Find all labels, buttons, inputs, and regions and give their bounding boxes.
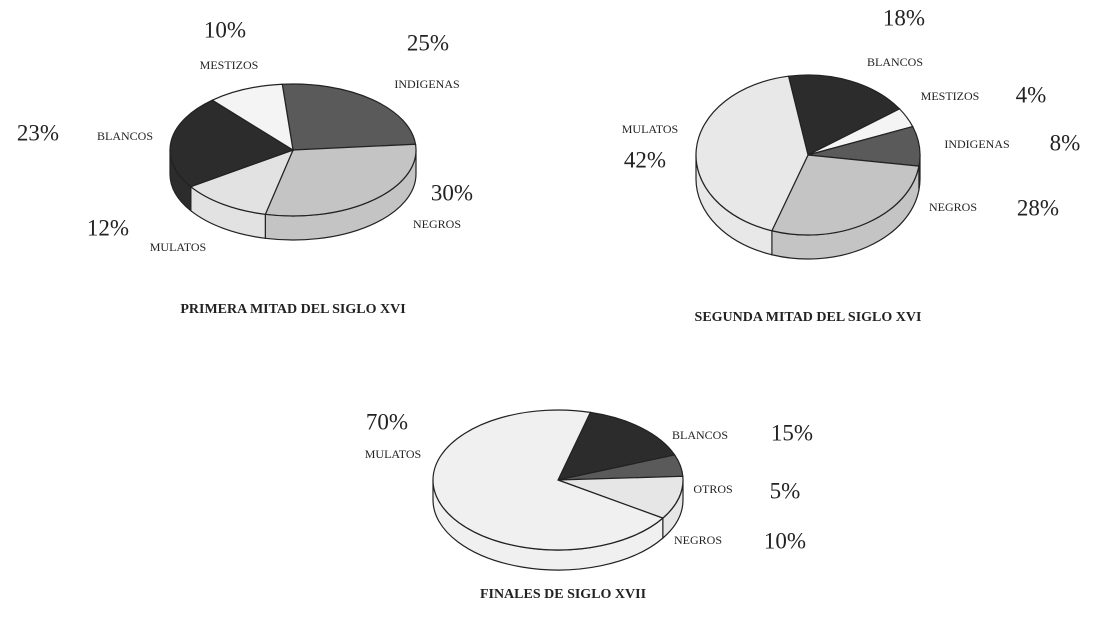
value-label: 42%	[624, 147, 666, 172]
category-label: MULATOS	[365, 447, 421, 461]
category-label: INDIGENAS	[394, 77, 459, 91]
category-label: MESTIZOS	[921, 89, 980, 103]
chart-title: FINALES DE SIGLO XVII	[480, 587, 646, 602]
category-label: NEGROS	[413, 217, 461, 231]
value-label: 10%	[204, 17, 246, 42]
pie-slice	[557, 475, 684, 519]
value-label: 70%	[366, 409, 408, 434]
pie-slice	[169, 99, 295, 188]
pie-slice	[189, 148, 295, 215]
pie-slice	[281, 83, 417, 151]
pie-slice	[771, 154, 920, 236]
chart-title: PRIMERA MITAD DEL SIGLO XVI	[180, 302, 405, 317]
pie-slice	[695, 75, 809, 232]
category-label: MULATOS	[622, 122, 678, 136]
category-label: NEGROS	[929, 200, 977, 214]
pie-slice	[556, 411, 676, 481]
value-label: 10%	[764, 528, 806, 553]
category-label: OTROS	[693, 482, 732, 496]
category-label: NEGROS	[674, 533, 722, 547]
value-label: 23%	[17, 120, 59, 145]
value-label: 25%	[407, 30, 449, 55]
category-label: BLANCOS	[97, 129, 153, 143]
category-label: BLANCOS	[867, 55, 923, 69]
pie-slice	[432, 409, 665, 551]
pie-slice	[211, 83, 294, 152]
value-label: 15%	[771, 420, 813, 445]
category-label: MESTIZOS	[200, 58, 259, 72]
category-label: INDIGENAS	[944, 137, 1009, 151]
value-label: 5%	[770, 478, 801, 503]
value-label: 28%	[1017, 195, 1059, 220]
value-label: 4%	[1016, 82, 1047, 107]
value-label: 30%	[431, 180, 473, 205]
pie-slice	[787, 74, 901, 156]
chart-title: SEGUNDA MITAD DEL SIGLO XVI	[695, 310, 922, 325]
category-label: MULATOS	[150, 240, 206, 254]
pie-slice	[264, 143, 417, 217]
category-label: BLANCOS	[672, 428, 728, 442]
value-label: 18%	[883, 5, 925, 30]
value-label: 12%	[87, 215, 129, 240]
value-label: 8%	[1050, 130, 1081, 155]
